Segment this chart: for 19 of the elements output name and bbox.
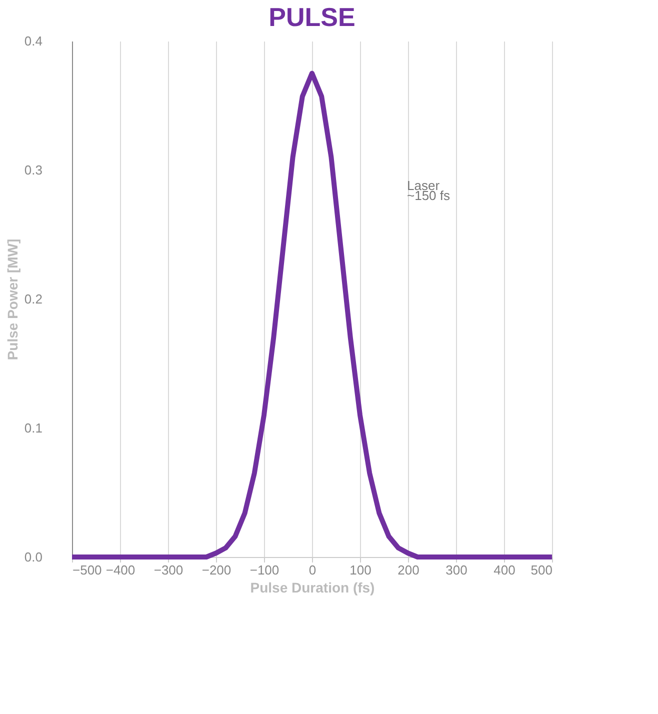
x-tick-label: 300 — [446, 562, 468, 578]
y-tick-label: 0.4 — [24, 34, 42, 48]
y-tick-label: 0.1 — [24, 420, 42, 436]
x-tick-label: 500 — [530, 562, 552, 578]
x-tick-label: −500 — [72, 562, 102, 578]
x-tick-label: −300 — [154, 562, 184, 578]
chart-title: PULSE — [268, 2, 356, 32]
x-tick-label: −100 — [250, 562, 280, 578]
y-tick-label: 0.0 — [24, 550, 42, 564]
x-tick-label: 0 — [308, 562, 316, 578]
y-tick-label: 0.2 — [24, 292, 42, 306]
x-tick-label: 400 — [494, 562, 516, 578]
x-tick-label: −200 — [202, 562, 232, 578]
y-tick-label: 0.3 — [24, 162, 42, 178]
x-tick-label: 200 — [398, 562, 420, 578]
x-tick-label: 100 — [350, 562, 372, 578]
x-axis-title: Pulse Duration (fs) — [250, 580, 375, 596]
x-tick-label: −400 — [106, 562, 136, 578]
y-axis-title: Pulse Power [MW] — [4, 238, 20, 360]
